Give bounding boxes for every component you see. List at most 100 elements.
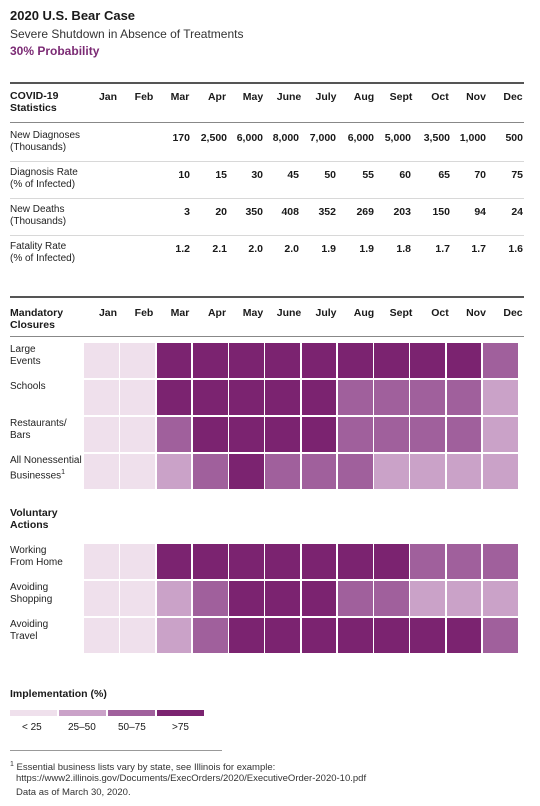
stats-value-mar: 1.2 <box>175 243 190 255</box>
footnote-rule <box>10 750 222 751</box>
stats-value-sept: 60 <box>399 169 411 181</box>
stats-value-june: 45 <box>287 169 299 181</box>
heatmap-cell-mar <box>155 379 193 416</box>
stats-value-sept: 1.8 <box>396 243 411 255</box>
heatmap-cell-oct <box>409 379 446 416</box>
heatmap-cell-feb <box>119 416 156 453</box>
heatmap-cell-july <box>300 416 338 453</box>
heatmap-row-label: Avoiding Travel <box>10 619 82 643</box>
heatmap-cell-jan <box>83 580 120 617</box>
footnote-url: https://www2.illinois.gov/Documents/Exec… <box>16 773 367 784</box>
heatmap-cell-aug <box>336 543 374 580</box>
stats-value-sept: 203 <box>393 206 411 218</box>
legend-title: Implementation (%) <box>10 688 107 700</box>
heat-month-dec: Dec <box>503 307 523 319</box>
heatmap-row-label-line: Bars <box>10 430 31 441</box>
heatmap-cell-dec <box>481 617 519 654</box>
heatmap-group-label: Voluntary Actions <box>10 507 58 531</box>
heat-month-jan: Jan <box>98 307 118 319</box>
footnote-1: 1 Essential business lists vary by state… <box>10 758 275 774</box>
heatmap-group-label-line: Closures <box>10 319 55 331</box>
stats-row-label-line: (Thousands) <box>10 142 67 153</box>
heat-month-june: June <box>276 307 302 319</box>
heatmap-cell-dec <box>481 543 519 580</box>
stats-month-may: May <box>242 91 264 103</box>
heatmap-cell-june <box>264 342 301 379</box>
stats-row-label-line: Fatality Rate <box>10 241 67 252</box>
heatmap-row-label: Avoiding Shopping <box>10 582 82 606</box>
heatmap-cell-jan <box>83 453 120 490</box>
heatmap-cell-apr <box>191 379 229 416</box>
stats-value-dec: 75 <box>511 169 523 181</box>
heat-month-mar: Mar <box>170 307 190 319</box>
stats-row-label: New Deaths (Thousands) <box>10 204 66 228</box>
heatmap-cell-jan <box>83 543 120 580</box>
probability-label: 30% Probability <box>10 44 100 58</box>
heat-month-july: July <box>315 307 337 319</box>
heat-month-feb: Feb <box>134 307 154 319</box>
heatmap-cell-nov <box>445 416 483 453</box>
heatmap-row-label: Restaurants/Bars <box>10 418 82 442</box>
heatmap-row-label: Working From Home <box>10 545 82 569</box>
heatmap-cell-jan <box>83 379 120 416</box>
heatmap-cell-nov <box>445 379 483 416</box>
heatmap-cell-sept <box>373 379 410 416</box>
stats-value-june: 8,000 <box>272 132 299 144</box>
page-title: 2020 U.S. Bear Case <box>10 8 136 23</box>
stats-value-july: 50 <box>324 169 336 181</box>
stats-top-rule <box>10 82 524 84</box>
stats-row-label-line: (Thousands) <box>10 216 67 227</box>
heat-month-apr: Apr <box>207 307 227 319</box>
stats-value-nov: 1.7 <box>471 243 486 255</box>
heatmap-cell-aug <box>336 416 374 453</box>
stats-value-oct: 1.7 <box>435 243 450 255</box>
legend-label: 50–75 <box>118 722 146 733</box>
heatmap-cell-may <box>228 580 265 617</box>
heatmap-row-label: All Nonessential Businesses1 <box>10 455 82 482</box>
legend-swatch <box>157 710 204 716</box>
heatmap-cell-jan <box>83 416 120 453</box>
stats-month-jan: Jan <box>98 91 118 103</box>
heatmap-cell-dec <box>481 580 519 617</box>
heatmap-cell-may <box>228 453 265 490</box>
stats-value-may: 350 <box>245 206 263 218</box>
heatmap-group-label-line: Actions <box>10 519 49 531</box>
heatmap-cell-jan <box>83 617 120 654</box>
heatmap-cell-july <box>300 379 338 416</box>
heatmap-header-rule <box>10 336 524 337</box>
stats-header-line2: Statistics <box>10 102 57 114</box>
heatmap-cell-nov <box>445 617 483 654</box>
stats-row-divider <box>10 235 524 236</box>
heatmap-cell-aug <box>336 379 374 416</box>
heatmap-cell-may <box>228 416 265 453</box>
heatmap-cell-may <box>228 617 265 654</box>
stats-value-july: 7,000 <box>309 132 336 144</box>
heatmap-cell-july <box>300 453 338 490</box>
stats-value-nov: 94 <box>474 206 486 218</box>
heatmap-cell-sept <box>373 342 410 379</box>
heatmap-cell-sept <box>373 453 410 490</box>
stats-value-apr: 2,500 <box>200 132 227 144</box>
legend-swatch <box>59 710 106 716</box>
heatmap-cell-july <box>300 617 338 654</box>
heatmap-row-label-line: Shopping <box>10 594 53 605</box>
heatmap-row-label-line: Avoiding <box>10 582 49 593</box>
legend-label: < 25 <box>22 722 42 733</box>
heatmap-cell-sept <box>373 416 410 453</box>
heatmap-cell-mar <box>155 580 193 617</box>
heatmap-cell-feb <box>119 453 156 490</box>
stats-month-oct: Oct <box>431 91 449 103</box>
heatmap-cell-may <box>228 379 265 416</box>
heatmap-cell-oct <box>409 617 446 654</box>
heatmap-cell-aug <box>336 617 374 654</box>
heatmap-cell-june <box>264 580 301 617</box>
legend-swatch <box>10 710 57 716</box>
stats-value-oct: 3,500 <box>423 132 450 144</box>
heatmap-cell-nov <box>445 453 483 490</box>
heatmap-cell-aug <box>336 453 374 490</box>
heatmap-row-label-line: Restaurants/ <box>10 418 67 429</box>
stats-row-label-line: (% of Infected) <box>10 253 76 264</box>
stats-month-feb: Feb <box>134 91 154 103</box>
stats-value-mar: 3 <box>184 206 190 218</box>
heatmap-cell-mar <box>155 617 193 654</box>
